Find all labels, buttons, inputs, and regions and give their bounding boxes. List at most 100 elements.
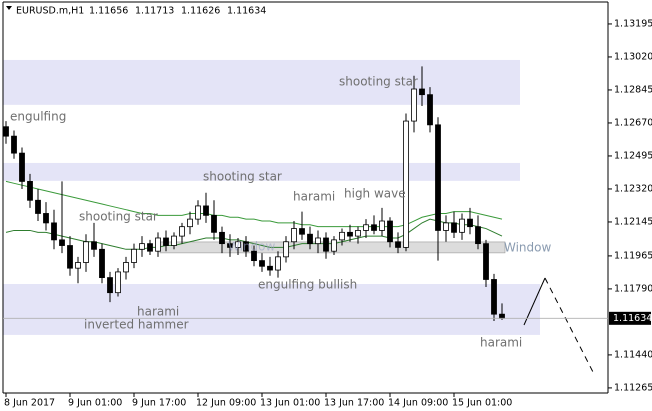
x-tick-label: 9 Jun 17:00	[132, 398, 186, 409]
annotation: harami	[137, 305, 179, 319]
candle-body	[123, 262, 129, 273]
annotation: high wave	[344, 187, 406, 201]
annotation: shooting star	[339, 75, 418, 89]
y-tick-label: 1.12670	[614, 117, 652, 128]
candle-body	[107, 277, 113, 294]
y-tick-label: 1.11265	[614, 382, 652, 393]
candle-body	[491, 279, 497, 315]
candle-body	[307, 233, 313, 245]
annotation: Window	[504, 241, 552, 255]
candle-body	[203, 205, 209, 216]
price-label: 1.11634	[613, 313, 652, 324]
annotation: shooting star	[79, 210, 158, 224]
candle-body	[475, 226, 481, 245]
annotation: Window	[228, 240, 276, 254]
candle-body	[83, 241, 89, 263]
annotation: shooting star	[203, 170, 282, 184]
moving-average	[5, 180, 503, 228]
candle-body	[411, 88, 417, 122]
collapse-icon[interactable]	[6, 6, 12, 10]
candle-body	[227, 243, 233, 248]
x-tick-label: 8 Jun 2017	[4, 398, 55, 409]
candle-body	[291, 228, 297, 243]
zone	[3, 284, 540, 335]
candle-body	[67, 245, 73, 269]
candle-body	[459, 218, 465, 233]
header-ohlc: 1.11713	[135, 6, 174, 17]
candle-body	[331, 239, 337, 252]
candle-body	[155, 237, 161, 252]
candle-body	[371, 224, 377, 231]
y-tick-label: 1.11440	[614, 349, 652, 360]
x-tick-label: 13 Jun 17:00	[324, 398, 384, 409]
candle-body	[19, 152, 25, 182]
candle-body	[211, 214, 217, 233]
candle-body	[43, 213, 49, 224]
candle-body	[251, 250, 257, 262]
y-tick-label: 1.11790	[614, 283, 652, 294]
candle-body	[91, 241, 97, 250]
candle-body	[499, 313, 505, 319]
candle-body	[427, 94, 433, 126]
candle-body	[163, 237, 169, 246]
candle-body	[147, 243, 153, 252]
candle-body	[139, 243, 145, 250]
candle-body	[267, 265, 273, 271]
y-tick-label: 1.12495	[614, 150, 652, 161]
candle-body	[419, 88, 425, 96]
candle-body	[179, 226, 185, 237]
candle-body	[35, 199, 41, 214]
candle-body	[99, 248, 105, 278]
candle-body	[51, 222, 57, 241]
projection	[523, 277, 546, 326]
annotation: harami	[293, 190, 335, 204]
candle-body	[27, 181, 33, 201]
zone	[3, 59, 520, 105]
x-tick-label: 14 Jun 09:00	[388, 398, 448, 409]
annotation: engulfing bullish	[258, 278, 357, 292]
y-tick-label: 1.12845	[614, 84, 652, 95]
candle-body	[443, 222, 449, 231]
candle-body	[171, 235, 177, 246]
candle-body	[259, 260, 265, 267]
candle-body	[59, 239, 65, 246]
projection-dashed	[544, 277, 596, 377]
candle-body	[323, 237, 329, 252]
candle-body	[243, 241, 249, 252]
candle-body	[3, 126, 9, 137]
y-tick-label: 1.13020	[614, 51, 652, 62]
candle-body	[451, 222, 457, 233]
y-tick-label: 1.12145	[614, 216, 652, 227]
symbol: EURUSD.m,H1	[16, 6, 84, 17]
candle-body	[299, 228, 305, 235]
x-tick-label: 13 Jun 01:00	[260, 398, 320, 409]
header-ohlc: 1.11626	[181, 6, 220, 17]
zones	[3, 59, 540, 335]
candle-body	[435, 124, 441, 231]
candle-body	[363, 224, 369, 231]
candle-body	[387, 220, 393, 243]
x-tick-label: 15 Jun 01:00	[452, 398, 512, 409]
candle-body	[355, 230, 361, 237]
candle-body	[11, 135, 17, 154]
candle-body	[115, 271, 121, 294]
x-tick-label: 9 Jun 01:00	[68, 398, 122, 409]
candle-body	[275, 256, 281, 271]
candle-body	[219, 231, 225, 245]
candle-body	[283, 241, 289, 258]
candle-body	[467, 218, 473, 228]
candle-body	[379, 220, 385, 231]
zone	[3, 162, 520, 181]
y-tick-label: 1.13195	[614, 18, 652, 29]
candle-body	[75, 262, 81, 269]
annotation: harami	[480, 336, 522, 350]
candle-body	[403, 120, 409, 248]
candle-body	[235, 241, 241, 248]
candle-body	[315, 237, 321, 245]
header-ohlc: 1.11634	[227, 6, 266, 17]
candle-body	[347, 231, 353, 237]
header-ohlc: 1.11656	[89, 6, 128, 17]
candle-body	[339, 231, 345, 241]
